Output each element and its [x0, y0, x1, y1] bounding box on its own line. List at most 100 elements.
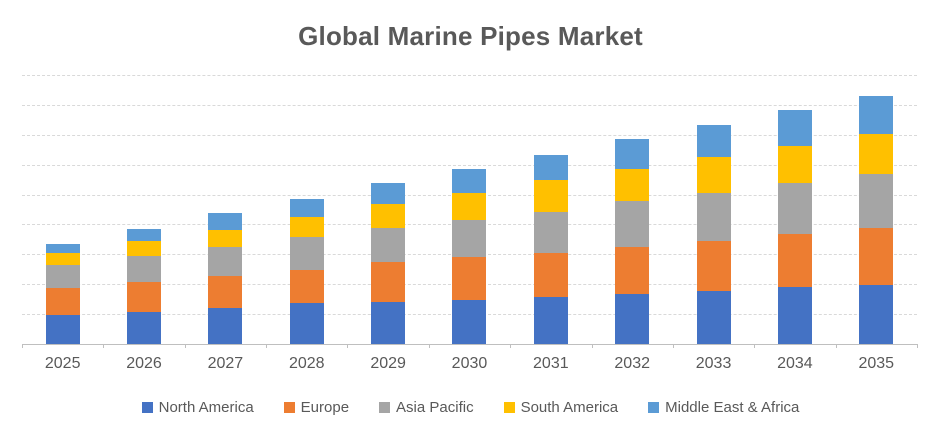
legend-item-north-america: North America	[141, 399, 254, 416]
x-axis-tick	[266, 344, 268, 348]
bar-segment-2030-europe	[452, 257, 487, 301]
bar-segment-2035-north-america	[859, 285, 894, 344]
bar-segment-2030-asia-pacific	[452, 219, 487, 258]
bar-cell-2034	[754, 75, 835, 344]
bar-2028	[289, 199, 324, 344]
bar-segment-2029-south-america	[371, 204, 406, 229]
x-axis-labels: 2025 2026 2027 2028 2029 2030 2031 2032 2033 2034…	[22, 355, 917, 373]
bar-segment-2032-middle-east-africa	[615, 139, 650, 170]
x-axis-tick	[22, 344, 23, 348]
x-axis-label-2030: 2030	[451, 355, 488, 372]
bar-segment-2025-middle-east-africa	[45, 243, 80, 254]
x-axis-label-2028: 2028	[288, 355, 325, 372]
legend-label-south-america: South America	[520, 399, 619, 416]
bar-segment-2031-south-america	[533, 180, 568, 212]
x-axis-label-2027: 2027	[207, 355, 244, 372]
bar-segment-2029-europe	[371, 262, 406, 303]
bar-segment-2033-asia-pacific	[696, 192, 731, 241]
legend-marker-middle-east-africa	[648, 402, 660, 413]
bar-2035	[859, 95, 894, 344]
bar-cell-2031	[510, 75, 591, 344]
bar-2030	[452, 169, 487, 344]
x-axis-tick	[835, 344, 837, 348]
bar-segment-2030-south-america	[452, 192, 487, 220]
x-axis-tick	[754, 344, 756, 348]
bar-segment-2031-north-america	[533, 297, 568, 344]
bar-segment-2034-europe	[777, 234, 812, 287]
bar-segment-2029-north-america	[371, 302, 406, 344]
legend-item-asia-pacific: Asia Pacific	[379, 399, 474, 416]
x-axis-label-2034: 2034	[777, 355, 813, 372]
bar-segment-2025-south-america	[45, 253, 80, 265]
bar-segment-2026-south-america	[127, 240, 162, 256]
bar-segment-2029-asia-pacific	[371, 228, 406, 263]
bar-segment-2035-asia-pacific	[859, 174, 894, 229]
bar-cell-2026	[103, 75, 184, 344]
x-axis-label-2032: 2032	[614, 355, 650, 372]
x-axis-ticks	[22, 344, 918, 349]
x-axis-tick	[591, 344, 593, 348]
gridline	[22, 104, 917, 106]
bar-segment-2026-europe	[127, 281, 162, 313]
legend-label-north-america: North America	[158, 399, 254, 416]
bars-layer	[22, 75, 917, 344]
x-axis-tick	[672, 344, 674, 348]
bar-segment-2031-middle-east-africa	[533, 154, 568, 181]
bar-segment-2034-south-america	[777, 145, 812, 184]
x-axis-tick	[917, 344, 918, 348]
x-axis-tick	[428, 344, 430, 348]
bar-2031	[533, 154, 568, 344]
bar-segment-2026-north-america	[127, 312, 162, 344]
bar-cell-2035	[836, 75, 917, 344]
x-axis-label-2029: 2029	[370, 355, 406, 372]
legend-marker-south-america	[503, 402, 515, 413]
chart-title: Global Marine Pipes Market	[298, 21, 643, 51]
bar-segment-2032-north-america	[615, 294, 650, 344]
bar-segment-2033-south-america	[696, 156, 731, 193]
gridline	[22, 164, 917, 166]
legend-marker-north-america	[141, 402, 153, 413]
bar-segment-2032-south-america	[615, 169, 650, 202]
bar-cell-2032	[592, 75, 673, 344]
bar-segment-2035-middle-east-africa	[859, 95, 894, 135]
bar-segment-2025-north-america	[45, 315, 80, 344]
bar-segment-2027-north-america	[208, 308, 243, 344]
bar-segment-2025-asia-pacific	[45, 264, 80, 288]
x-axis-tick	[103, 344, 105, 348]
legend-item-europe: Europe	[283, 399, 349, 416]
bar-segment-2032-europe	[615, 247, 650, 295]
x-axis-tick	[184, 344, 186, 348]
bar-segment-2028-south-america	[289, 217, 324, 238]
legend-marker-asia-pacific	[379, 402, 391, 413]
bar-segment-2027-middle-east-africa	[208, 213, 243, 230]
legend: North America Europe Asia Pacific South …	[0, 399, 941, 416]
x-axis-tick	[347, 344, 349, 348]
bar-segment-2027-europe	[208, 275, 243, 309]
bar-segment-2028-north-america	[289, 303, 324, 344]
bar-segment-2033-europe	[696, 240, 731, 292]
bar-segment-2033-north-america	[696, 291, 731, 344]
bar-2027	[208, 213, 243, 344]
bar-segment-2034-asia-pacific	[777, 183, 812, 235]
x-axis-label-2033: 2033	[695, 355, 732, 372]
bar-segment-2031-asia-pacific	[533, 211, 568, 253]
gridline	[22, 134, 917, 136]
bar-segment-2026-asia-pacific	[127, 255, 162, 282]
bar-segment-2030-north-america	[452, 300, 487, 344]
bar-segment-2027-south-america	[208, 229, 243, 248]
bar-2026	[127, 228, 162, 344]
bar-segment-2035-europe	[859, 228, 894, 286]
bar-segment-2028-asia-pacific	[289, 237, 324, 271]
bar-segment-2034-north-america	[777, 286, 812, 344]
bar-segment-2032-asia-pacific	[615, 201, 650, 248]
gridline	[22, 75, 917, 76]
plot-area	[22, 75, 917, 345]
bar-segment-2029-middle-east-africa	[371, 183, 406, 205]
bar-cell-2027	[185, 75, 266, 344]
bar-2034	[777, 110, 812, 344]
bar-cell-2029	[347, 75, 428, 344]
bar-segment-2028-middle-east-africa	[289, 199, 324, 218]
x-axis-label-2031: 2031	[533, 355, 569, 372]
bar-segment-2026-middle-east-africa	[127, 228, 162, 241]
